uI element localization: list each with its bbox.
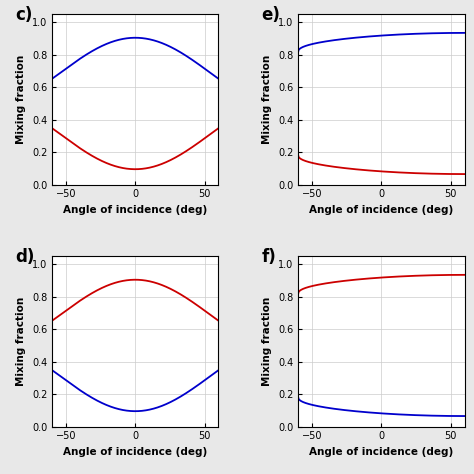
Text: e): e) bbox=[262, 6, 281, 24]
Text: d): d) bbox=[16, 248, 35, 265]
Y-axis label: Mixing fraction: Mixing fraction bbox=[263, 297, 273, 386]
X-axis label: Angle of incidence (deg): Angle of incidence (deg) bbox=[309, 205, 454, 215]
Text: c): c) bbox=[16, 6, 33, 24]
X-axis label: Angle of incidence (deg): Angle of incidence (deg) bbox=[63, 205, 208, 215]
X-axis label: Angle of incidence (deg): Angle of incidence (deg) bbox=[63, 447, 208, 457]
Y-axis label: Mixing fraction: Mixing fraction bbox=[263, 55, 273, 144]
Y-axis label: Mixing fraction: Mixing fraction bbox=[16, 297, 27, 386]
Text: f): f) bbox=[262, 248, 276, 265]
X-axis label: Angle of incidence (deg): Angle of incidence (deg) bbox=[309, 447, 454, 457]
Y-axis label: Mixing fraction: Mixing fraction bbox=[16, 55, 27, 144]
